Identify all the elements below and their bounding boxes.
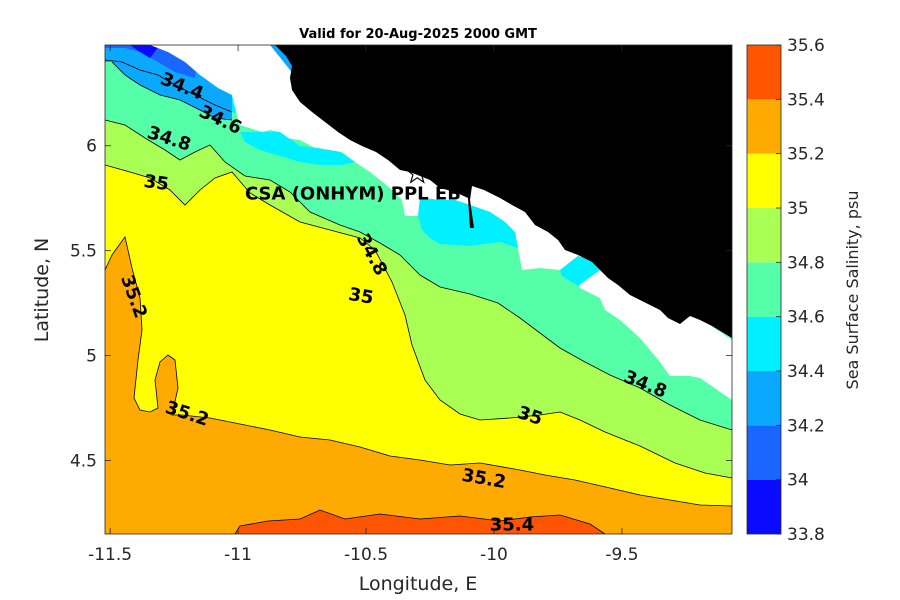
cyan-patch-east	[560, 256, 600, 286]
colorbar-tick-label: 35.6	[787, 36, 825, 56]
colorbar-segment	[747, 208, 781, 263]
cyan-patch-coast	[418, 198, 518, 248]
colorbar-segment	[747, 316, 781, 371]
y-axis-label: Latitude, N	[31, 238, 53, 343]
colorbar-tick-label: 34	[787, 471, 809, 491]
colorbar-tick-label: 35.2	[787, 145, 825, 165]
x-tick-label: -11	[224, 545, 252, 565]
colorbar-segment	[747, 262, 781, 317]
no-data-strip	[150, 45, 732, 400]
x-tick-label: -10.5	[344, 545, 388, 565]
band-35-4-35-6	[235, 510, 605, 534]
colorbar-tick-label: 34.6	[787, 308, 825, 328]
colorbar-tick-label: 35	[787, 199, 809, 219]
chart-title: Valid for 20-Aug-2025 2000 GMT	[299, 27, 537, 42]
contour-35-4	[234, 509, 606, 534]
colorbar-segment	[747, 425, 781, 480]
colorbar-tick-label: 34.8	[787, 253, 825, 273]
contour-34-4	[111, 61, 233, 121]
contour-label: 35	[142, 171, 170, 195]
x-axis-label: Longitude, E	[359, 573, 478, 595]
colorbar-frame	[746, 44, 782, 535]
contour-34-8	[105, 119, 732, 431]
plot-area	[105, 45, 732, 534]
land-mass	[275, 45, 732, 338]
colorbar-segment	[747, 99, 781, 154]
colorbar-tick-label: 34.2	[787, 416, 825, 436]
band-33-8-34-0	[130, 45, 160, 58]
site-label: CSA (ONHYM) PPL EB-	[245, 183, 468, 204]
colorbar-label: Sea Surface Salinity, psu	[843, 191, 862, 390]
site-layer: CSA (ONHYM) PPL EB-	[245, 160, 468, 204]
contour-34-6	[105, 59, 233, 113]
y-tick-label: 5	[86, 347, 97, 367]
colorbar-segment	[747, 479, 781, 534]
contour-35-2-main	[105, 236, 732, 507]
colorbar-tick-label: 33.8	[787, 525, 825, 545]
colorbar: 33.8 34 34.2 34.4 34.6 34.8 35 35.2 35.4 35.6	[746, 36, 825, 545]
contour-35-0	[105, 164, 732, 479]
x-axis-ticks: -11.5 -11 -10.5 -10 -9.5	[88, 45, 639, 565]
colorbar-tick-label: 35.4	[787, 90, 825, 110]
y-tick-label: 4.5	[70, 452, 97, 472]
x-tick-label: -10	[480, 545, 508, 565]
y-axis-ticks: 4.5 5 5.5 6	[70, 137, 732, 472]
cyan-patch-north	[240, 132, 355, 165]
y-tick-label: 6	[86, 137, 97, 157]
colorbar-segment	[747, 371, 781, 426]
site-star-icon	[405, 160, 430, 184]
contour-label: 35	[347, 284, 375, 309]
contour-lines	[105, 59, 732, 534]
x-tick-label: -9.5	[605, 545, 638, 565]
contour-label: 35.4	[490, 515, 534, 536]
y-tick-label: 5.5	[70, 242, 97, 262]
colorbar-segment	[747, 153, 781, 208]
x-tick-label: -11.5	[88, 545, 132, 565]
colorbar-tick-label: 34.4	[787, 362, 825, 382]
plot-frame	[104, 44, 733, 535]
colorbar-segment	[747, 45, 781, 100]
